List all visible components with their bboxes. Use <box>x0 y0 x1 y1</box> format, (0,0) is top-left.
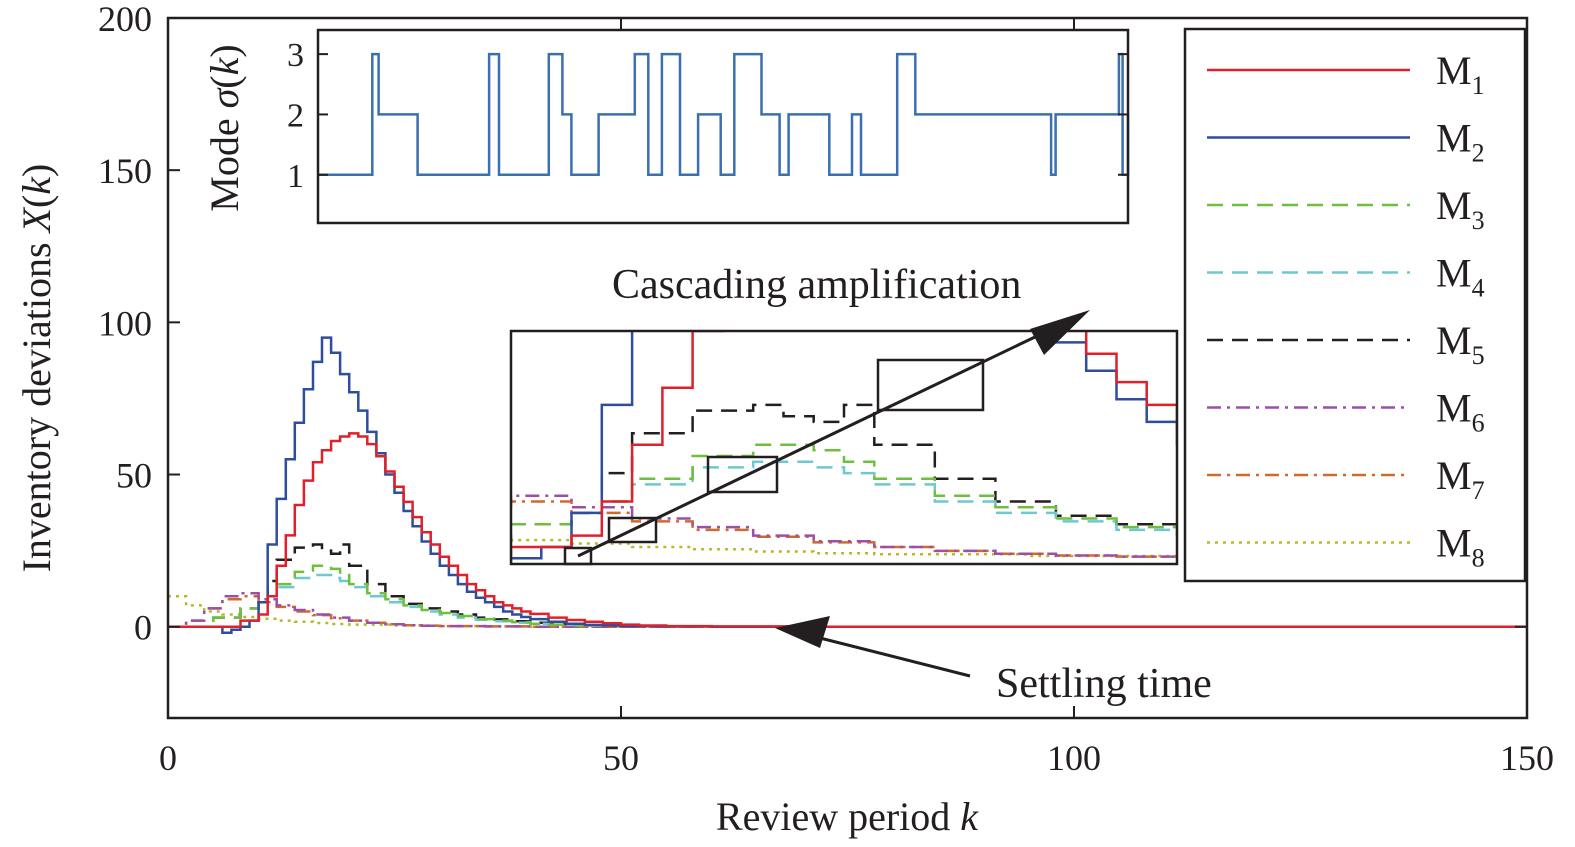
settling-arrow <box>775 616 971 678</box>
highlight-box-4 <box>876 358 985 412</box>
main-plot-lines <box>168 336 1527 635</box>
legend: M1 M2 M3 M4 M5 M6 M7 M8 <box>1207 48 1485 573</box>
x-tick-label: 100 <box>1047 738 1101 778</box>
x-tick-label: 150 <box>1500 738 1554 778</box>
mode-series-line <box>318 52 1130 177</box>
x-axis-title: Review period k <box>716 794 979 839</box>
annotation-cascading-amplification: Cascading amplification <box>612 262 1021 308</box>
legend-label-m8: M8 <box>1436 521 1485 573</box>
legend-label-m6: M6 <box>1436 386 1485 438</box>
highlight-box-2 <box>607 516 658 544</box>
mode-inset-y-axis-title: Mode σ(k) <box>202 44 247 211</box>
mode-y-tick-label: 3 <box>287 37 304 74</box>
series-line-m2 <box>168 336 1527 635</box>
main-plot-frame <box>166 16 1529 720</box>
zoom-series-line-m7 <box>511 500 1177 559</box>
y-tick-label: 200 <box>98 0 152 39</box>
annotation-settling-time: Settling time <box>996 661 1212 707</box>
x-tick-label: 50 <box>603 738 639 778</box>
y-tick-label: 150 <box>98 151 152 191</box>
legend-label-m3: M3 <box>1436 183 1485 235</box>
y-axis-title: Inventory deviations X(k) <box>14 164 59 573</box>
zoom-inset-frame <box>509 329 1179 566</box>
y-tick-label: 0 <box>134 608 152 648</box>
legend-label-m7: M7 <box>1436 453 1485 505</box>
mode-inset-background <box>318 30 1128 223</box>
highlight-box-3 <box>706 455 779 494</box>
mode-y-tick-label: 1 <box>287 158 304 195</box>
y-tick-label: 50 <box>116 456 152 496</box>
series-line-m6 <box>168 591 1527 628</box>
legend-label-m2: M2 <box>1436 116 1485 168</box>
x-tick-label: 0 <box>159 738 177 778</box>
zoom-inset-background <box>511 331 1177 564</box>
legend-label-m1: M1 <box>1436 48 1485 100</box>
mode-y-tick-label: 2 <box>287 97 304 134</box>
zoom-series-line-m1 <box>511 331 1177 560</box>
mode-inset-ticks: 1 2 3 <box>287 37 1128 195</box>
legend-label-m5: M5 <box>1436 318 1485 370</box>
mode-inset-frame <box>316 28 1130 225</box>
main-axis-ticks: 0 50 100 150 0 50 100 150 200 <box>98 0 1554 778</box>
series-line-m4 <box>168 573 1527 628</box>
mode-inset-line <box>318 52 1130 177</box>
zoom-inset-lines <box>511 331 1177 564</box>
legend-label-m4: M4 <box>1436 251 1485 303</box>
zoom-series-line-m5 <box>511 403 1177 543</box>
zoom-highlight-boxes <box>563 358 985 566</box>
highlight-box-1 <box>563 546 593 566</box>
y-tick-label: 100 <box>98 303 152 343</box>
cascading-arrow <box>577 310 1090 558</box>
legend-box <box>1183 27 1527 583</box>
zoom-series-line-m2 <box>511 331 1177 564</box>
series-line-m1 <box>168 432 1527 628</box>
